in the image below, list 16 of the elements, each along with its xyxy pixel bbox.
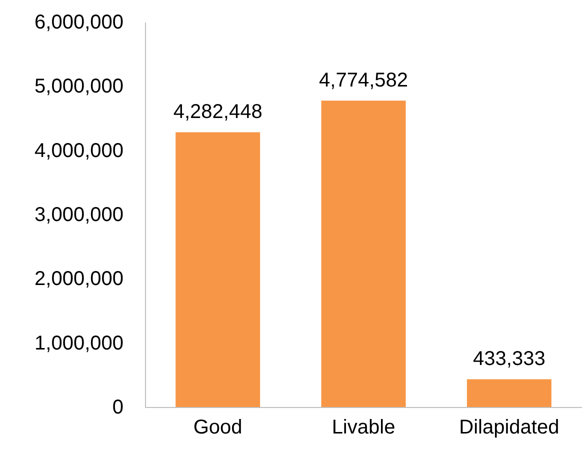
data-label: 4,774,582 [319, 70, 408, 92]
y-tick-label: 5,000,000 [34, 76, 124, 98]
data-label: 4,282,448 [173, 101, 262, 124]
y-tick-label: 4,000,000 [34, 140, 124, 162]
x-tick-label: Livable [332, 416, 396, 438]
bar [321, 100, 406, 407]
bar [176, 132, 260, 407]
x-tick-label: Dilapidated [459, 416, 560, 438]
y-tick-label: 0 [112, 396, 124, 418]
data-label: 433,333 [473, 348, 546, 370]
y-tick-label: 1,000,000 [34, 332, 124, 354]
y-tick-label: 3,000,000 [34, 204, 124, 226]
y-tick-label: 6,000,000 [34, 12, 124, 34]
bar [466, 379, 552, 407]
y-tick-label: 2,000,000 [34, 268, 124, 290]
x-tick-label: Good [193, 416, 242, 438]
